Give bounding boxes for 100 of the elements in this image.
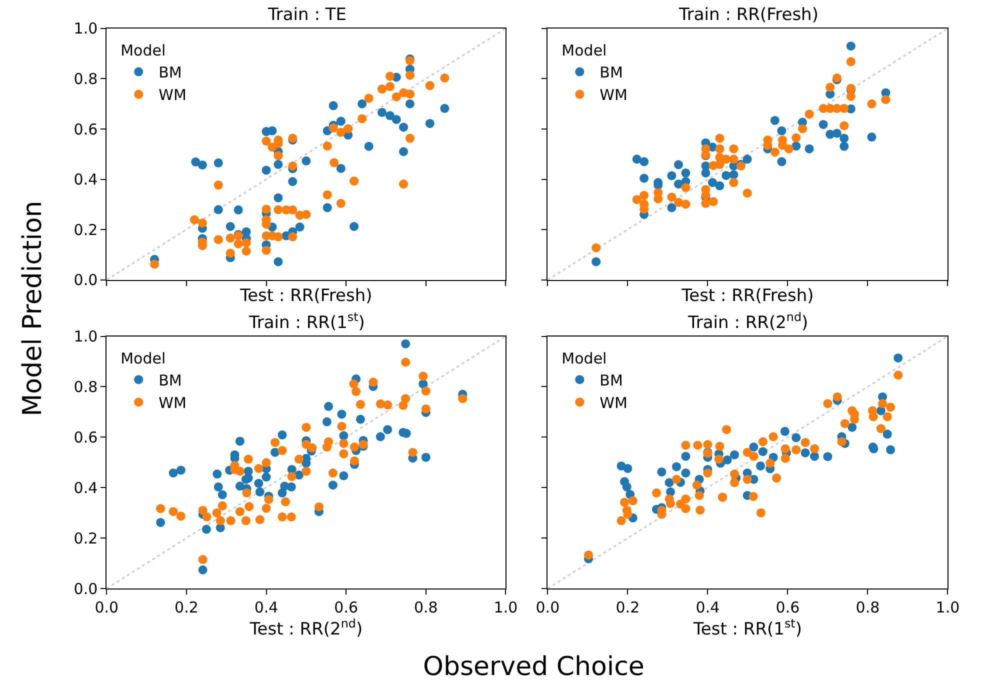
- point: [350, 442, 359, 452]
- point: [214, 235, 223, 244]
- point: [242, 488, 252, 498]
- point: [358, 99, 367, 108]
- point: [756, 508, 766, 518]
- point: [401, 394, 410, 404]
- point: [894, 370, 903, 380]
- point: [235, 466, 244, 476]
- point: [742, 188, 752, 198]
- point: [800, 438, 810, 447]
- point: [729, 178, 738, 188]
- point: [756, 461, 766, 470]
- point: [168, 468, 178, 478]
- point: [622, 482, 632, 492]
- y-tick-label: 1.0: [74, 328, 98, 346]
- point: [364, 94, 374, 103]
- point: [242, 246, 251, 256]
- point: [274, 205, 283, 214]
- point: [681, 168, 690, 178]
- point: [218, 490, 227, 500]
- point: [378, 108, 387, 117]
- point: [768, 432, 778, 442]
- point: [401, 358, 410, 367]
- point: [421, 452, 430, 462]
- point: [667, 171, 676, 180]
- y-tick-label: 0.2: [74, 220, 98, 239]
- point: [255, 487, 264, 496]
- x-tick-label: 0.8: [414, 598, 438, 617]
- point: [882, 412, 892, 422]
- x-tick-label: 1.0: [936, 598, 960, 617]
- x-tick-label: 0.0: [94, 598, 119, 617]
- point: [777, 157, 786, 166]
- point: [278, 512, 287, 522]
- point: [696, 506, 705, 515]
- point: [840, 134, 849, 143]
- point: [882, 430, 892, 439]
- point: [758, 437, 768, 446]
- point: [214, 180, 223, 190]
- point: [840, 104, 849, 113]
- point: [385, 82, 394, 92]
- point: [664, 478, 674, 488]
- point: [804, 110, 814, 119]
- point: [226, 234, 235, 243]
- point: [337, 422, 346, 431]
- point: [823, 399, 832, 408]
- point: [632, 154, 642, 164]
- point: [722, 170, 731, 180]
- point: [156, 504, 166, 514]
- point: [288, 161, 298, 170]
- point: [798, 124, 808, 134]
- point: [364, 142, 374, 151]
- point: [408, 448, 418, 457]
- point: [337, 410, 346, 419]
- point: [886, 402, 896, 412]
- point: [278, 430, 287, 440]
- point: [425, 81, 434, 90]
- x-tick-label: 0.4: [254, 598, 278, 617]
- point: [302, 466, 311, 476]
- y-tick-label: 0.2: [74, 529, 98, 548]
- chart-title: Train : RR(Fresh): [678, 5, 818, 25]
- point: [344, 124, 353, 134]
- point: [458, 394, 468, 404]
- point: [156, 518, 166, 527]
- x-axis-title: Test : RR(Fresh): [680, 286, 814, 306]
- legend-title: Model: [562, 42, 607, 60]
- point: [350, 176, 359, 186]
- legend-label: WM: [158, 394, 186, 412]
- point: [840, 121, 849, 130]
- point: [286, 512, 296, 522]
- point: [330, 158, 339, 168]
- point: [270, 448, 280, 457]
- point: [399, 122, 408, 132]
- point: [212, 470, 222, 479]
- point: [777, 126, 786, 136]
- point: [640, 174, 649, 183]
- point: [748, 492, 758, 501]
- point: [672, 474, 681, 484]
- point: [274, 151, 283, 160]
- point: [681, 440, 690, 450]
- point: [823, 452, 832, 462]
- legend-label: BM: [600, 64, 623, 82]
- legend-title: Model: [562, 349, 607, 368]
- point: [742, 448, 752, 457]
- x-tick-label: 0.6: [776, 598, 800, 617]
- point: [440, 73, 450, 82]
- point: [328, 480, 338, 490]
- point: [226, 222, 235, 231]
- point: [584, 550, 593, 560]
- point: [278, 446, 287, 456]
- point: [440, 104, 450, 113]
- y-tick-label: 0.8: [74, 378, 98, 396]
- point: [383, 425, 392, 434]
- point: [336, 116, 346, 126]
- legend-title: Model: [120, 349, 166, 368]
- point: [234, 205, 243, 214]
- point: [295, 222, 304, 232]
- point: [202, 512, 212, 522]
- legend-label: BM: [158, 64, 182, 82]
- point: [421, 386, 430, 396]
- point: [288, 177, 298, 186]
